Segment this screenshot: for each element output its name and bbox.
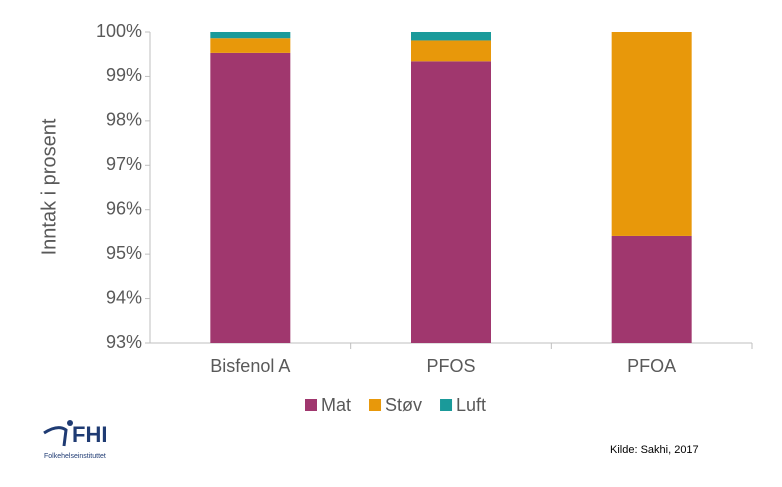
- y-tick-label: 100%: [96, 21, 142, 41]
- logo-subtitle: Folkehelseinstituttet: [44, 453, 106, 460]
- y-tick-label: 94%: [106, 287, 142, 307]
- x-tick-label: PFOS: [426, 356, 475, 376]
- y-tick-label: 97%: [106, 154, 142, 174]
- bar-segment: [411, 40, 491, 62]
- logo-name: FHI: [72, 422, 107, 447]
- bar-segment: [611, 235, 692, 343]
- logo-figure: [43, 426, 68, 447]
- legend-swatch: [369, 399, 382, 411]
- y-tick-label: 95%: [106, 243, 142, 263]
- bar-segment: [411, 32, 491, 41]
- logo: FHI Folkehelseinstituttet: [43, 420, 107, 460]
- y-tick-label: 93%: [106, 332, 142, 352]
- legend-swatch: [440, 399, 453, 411]
- y-axis-label: Inntak i prosent: [38, 118, 60, 255]
- source: Kilde: Sakhi, 2017: [610, 444, 699, 456]
- y-tick-label: 98%: [106, 110, 142, 130]
- x-tick-label: PFOA: [627, 356, 676, 376]
- legend-label: Mat: [321, 395, 351, 415]
- legend-label: Luft: [456, 395, 486, 415]
- x-tick-label: Bisfenol A: [210, 356, 290, 376]
- logo-dot: [67, 420, 73, 426]
- bar-segment: [210, 38, 291, 53]
- bar-segment: [611, 32, 692, 236]
- y-tick-label: 96%: [106, 198, 142, 218]
- y-tick-label: 99%: [106, 65, 142, 85]
- legend-label: Støv: [385, 395, 422, 415]
- bar-segment: [411, 61, 491, 344]
- legend-swatch: [305, 399, 317, 411]
- bar-segment: [210, 52, 291, 343]
- bar-segment: [210, 32, 291, 39]
